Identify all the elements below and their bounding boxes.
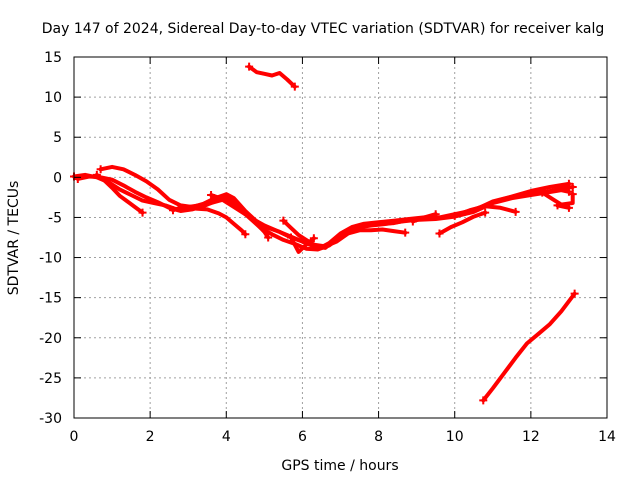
series-track-4-end-marker (138, 208, 147, 217)
series-track-9-end-marker (431, 210, 440, 219)
series-track-8-end-marker (309, 234, 318, 243)
series-track-13-start-marker (553, 201, 562, 210)
y-tick-label: -25 (39, 371, 62, 387)
series-track-10 (452, 204, 518, 218)
series-track-15-start-marker (479, 396, 488, 405)
tick-labels: 0 2 4 6 8 10 12 14 -30 -25 -20 -15 -10 -5 0 5 10 15 (39, 50, 616, 445)
series-track-6-start-marker (207, 190, 216, 199)
series-track-14-end-marker (290, 82, 299, 91)
axis-ticks (73, 56, 608, 419)
series-track-12-start-marker (538, 188, 547, 197)
series-track-5-start-marker (168, 206, 177, 215)
series-track-15-end-marker (570, 289, 579, 298)
series-track-7-start-marker (279, 216, 288, 225)
series-track-3-start-marker (73, 174, 82, 183)
x-tick-label: 14 (598, 429, 616, 445)
series-track-8-start-marker (287, 233, 296, 242)
y-tick-label: 5 (53, 130, 62, 146)
series-track-4-start-marker (92, 170, 101, 179)
series-track-2-start-marker (96, 165, 105, 174)
series-track-13-end-marker (564, 203, 573, 212)
series-layer (70, 62, 579, 405)
series-track-15 (481, 291, 577, 403)
x-tick-label: 8 (374, 429, 383, 445)
y-tick-label: 10 (44, 90, 62, 106)
chart-title: Day 147 of 2024, Sidereal Day-to-day VTE… (42, 21, 604, 37)
series-track-11 (437, 210, 488, 236)
series-track-11-end-marker (481, 208, 490, 217)
plot-frame (73, 56, 608, 419)
y-tick-label: 0 (53, 170, 62, 186)
x-tick-label: 6 (298, 429, 307, 445)
series-track-7 (281, 218, 408, 249)
x-tick-label: 0 (70, 429, 79, 445)
series-track-5-end-marker (241, 230, 250, 239)
y-tick-label: -30 (39, 411, 62, 427)
series-track-14 (247, 64, 297, 89)
x-tick-label: 10 (446, 429, 464, 445)
y-tick-label: 15 (44, 50, 62, 66)
x-tick-label: 4 (222, 429, 231, 445)
grid (74, 57, 607, 418)
series-track-3 (75, 174, 571, 252)
series-track-10-start-marker (450, 211, 459, 220)
series-track-3-end-marker (564, 179, 573, 188)
y-tick-label: -5 (48, 210, 62, 226)
x-axis-label: GPS time / hours (281, 458, 398, 474)
x-tick-label: 2 (146, 429, 155, 445)
y-tick-label: -10 (39, 251, 62, 267)
y-tick-label: -15 (39, 291, 62, 307)
series-track-12-end-marker (568, 190, 577, 199)
series-track-14-start-marker (245, 62, 254, 71)
series-track-7-end-marker (401, 228, 410, 237)
series-track-9-start-marker (408, 217, 417, 226)
series-track-8 (289, 235, 316, 254)
series-track-6-end-marker (264, 233, 273, 242)
series-track-11-start-marker (435, 229, 444, 238)
series-track-5 (171, 204, 248, 237)
series-track-9 (410, 212, 438, 224)
y-tick-label: -20 (39, 331, 62, 347)
series-track-1 (72, 172, 575, 250)
y-axis-label: SDTVAR / TECUs (6, 181, 22, 296)
series-track-4 (94, 172, 145, 215)
x-tick-label: 12 (522, 429, 540, 445)
series-track-10-end-marker (511, 207, 520, 216)
series-track-6 (209, 193, 271, 240)
